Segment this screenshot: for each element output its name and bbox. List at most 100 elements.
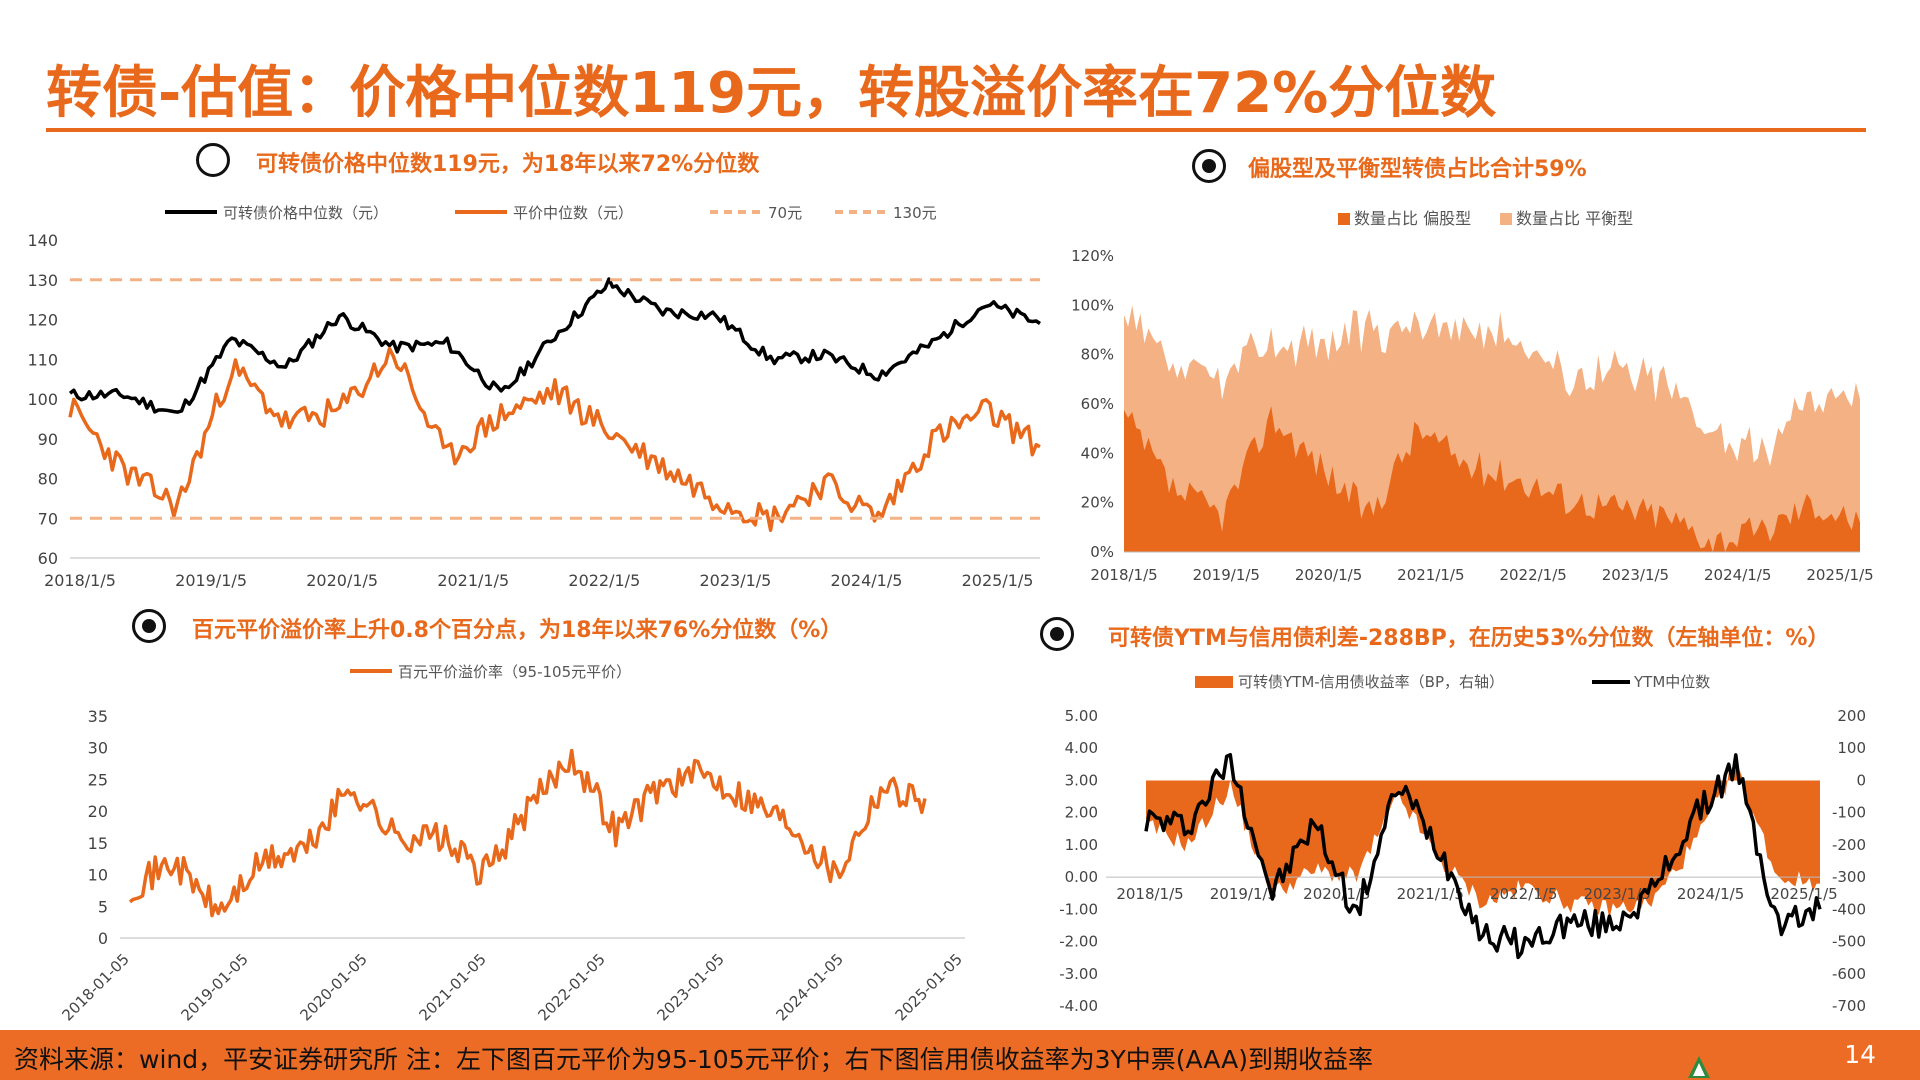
brand-logo-icon bbox=[1688, 1056, 1710, 1078]
y-tick-label: 0 bbox=[98, 929, 108, 948]
y-tick-label: 80 bbox=[38, 470, 58, 489]
x-tick-label: 2020/1/5 bbox=[306, 571, 378, 590]
y2-tick-label: 200 bbox=[1837, 707, 1866, 725]
x-tick-label: 2023/1/5 bbox=[1602, 566, 1669, 584]
x-tick-label: 2020/1/5 bbox=[1303, 885, 1370, 903]
y-tick-label: -4.00 bbox=[1059, 997, 1098, 1015]
x-tick-label: 2018/1/5 bbox=[1116, 885, 1183, 903]
legend-label: YTM中位数 bbox=[1633, 673, 1710, 691]
x-tick-label: 2019/1/5 bbox=[1210, 885, 1277, 903]
bl-chart: 百元平价溢价率（95-105元平价） 0 5 10 15 20 25 30 35 2018-01-… bbox=[40, 658, 1000, 1028]
legend-swatch bbox=[1195, 676, 1233, 688]
x-tick-label: 2022/1/5 bbox=[568, 571, 640, 590]
area-equity bbox=[1124, 406, 1860, 552]
x-tick-label: 2021/1/5 bbox=[1397, 885, 1464, 903]
y2-tick-label: 100 bbox=[1837, 739, 1866, 757]
series-line bbox=[1144, 752, 1822, 960]
tl-chart: 可转债价格中位数（元） 平价中位数（元） 70元 130元 60 70 80 90 100 110… bbox=[20, 190, 1050, 600]
legend-label: 可转债价格中位数（元） bbox=[223, 204, 388, 222]
x-tick-label: 2021-01-05 bbox=[415, 950, 489, 1024]
legend-label: 百元平价溢价率（95-105元平价） bbox=[398, 663, 631, 681]
legend-label: 数量占比 平衡型 bbox=[1516, 209, 1633, 228]
x-tick-label: 2023/1/5 bbox=[1583, 885, 1650, 903]
y-tick-label: 20% bbox=[1081, 494, 1114, 512]
series-line bbox=[128, 748, 927, 918]
x-tick-label: 2023/1/5 bbox=[699, 571, 771, 590]
x-tick-label: 2023-01-05 bbox=[654, 950, 728, 1024]
x-tick-label: 2018/1/5 bbox=[44, 571, 116, 590]
legend-label: 70元 bbox=[768, 204, 802, 222]
x-tick-label: 2025/1/5 bbox=[962, 571, 1034, 590]
y-tick-label: 30 bbox=[88, 739, 108, 758]
bullet-filled-icon bbox=[1192, 149, 1226, 183]
x-tick-label: 2025/1/5 bbox=[1770, 885, 1837, 903]
title-rule bbox=[46, 128, 1866, 132]
tl-subtitle: 可转债价格中位数119元，为18年以来72%分位数 bbox=[256, 152, 760, 177]
legend-label: 可转债YTM-信用债收益率（BP，右轴） bbox=[1238, 673, 1504, 691]
y-tick-label: -3.00 bbox=[1059, 965, 1098, 983]
y2-tick-label: -100 bbox=[1832, 804, 1866, 822]
x-tick-label: 2025-01-05 bbox=[892, 950, 966, 1024]
x-tick-label: 2021/1/5 bbox=[1397, 566, 1464, 584]
bullet-hollow-icon bbox=[196, 143, 230, 177]
x-tick-label: 2024/1/5 bbox=[1704, 566, 1771, 584]
y-tick-label: 120% bbox=[1071, 247, 1114, 265]
y-tick-label: 90 bbox=[38, 430, 58, 449]
y-tick-label: 2.00 bbox=[1065, 804, 1098, 822]
x-tick-label: 2022/1/5 bbox=[1499, 566, 1566, 584]
y-tick-label: 100% bbox=[1071, 296, 1114, 314]
y-tick-label: 0% bbox=[1090, 543, 1114, 561]
x-tick-label: 2024/1/5 bbox=[831, 571, 903, 590]
x-tick-label: 2018/1/5 bbox=[1090, 566, 1157, 584]
y2-tick-label: -500 bbox=[1832, 933, 1866, 951]
legend-label: 130元 bbox=[893, 204, 937, 222]
x-tick-label: 2024/1/5 bbox=[1677, 885, 1744, 903]
y-tick-label: 1.00 bbox=[1065, 836, 1098, 854]
br-chart: 可转债YTM-信用债收益率（BP，右轴） YTM中位数 -4.00 -3.00 -2.0… bbox=[1040, 660, 1900, 1030]
y-tick-label: 40% bbox=[1081, 444, 1114, 462]
x-tick-label: 2025/1/5 bbox=[1806, 566, 1873, 584]
y2-tick-label: -300 bbox=[1832, 868, 1866, 886]
br-subtitle: 可转债YTM与信用债利差-288BP，在历史53%分位数（左轴单位：%） bbox=[1108, 626, 1830, 651]
tr-chart: 数量占比 偏股型 数量占比 平衡型 0% 20% 40% 60% 80% 100% 120% 20… bbox=[1060, 200, 1880, 600]
y-tick-label: 110 bbox=[27, 350, 58, 369]
y-tick-label: -1.00 bbox=[1059, 900, 1098, 918]
x-tick-label: 2018-01-05 bbox=[58, 950, 132, 1024]
y-tick-label: 80% bbox=[1081, 346, 1114, 364]
tr-chart-svg: 数量占比 偏股型 数量占比 平衡型 0% 20% 40% 60% 80% 100% 120% 20… bbox=[1071, 209, 1874, 584]
x-tick-label: 2019/1/5 bbox=[175, 571, 247, 590]
bl-subtitle: 百元平价溢价率上升0.8个百分点，为18年以来76%分位数（%） bbox=[192, 618, 843, 643]
x-tick-label: 2019-01-05 bbox=[177, 950, 251, 1024]
legend-swatch bbox=[1338, 213, 1350, 225]
y-tick-label: 130 bbox=[27, 271, 58, 290]
y2-tick-label: -600 bbox=[1832, 965, 1866, 983]
y-tick-label: 60 bbox=[38, 549, 58, 568]
footer-source: 资料来源：wind，平安证券研究所 注：左下图百元平价为95-105元平价；右下… bbox=[14, 1045, 1373, 1074]
bl-chart-svg: 百元平价溢价率（95-105元平价） 0 5 10 15 20 25 30 35 2018-01-… bbox=[58, 663, 966, 1024]
y-tick-label: 100 bbox=[27, 390, 58, 409]
y-tick-label: -2.00 bbox=[1059, 933, 1098, 951]
x-tick-label: 2024-01-05 bbox=[773, 950, 847, 1024]
y2-tick-label: 0 bbox=[1856, 771, 1866, 789]
y-tick-label: 140 bbox=[27, 231, 58, 250]
br-chart-svg: 可转债YTM-信用债收益率（BP，右轴） YTM中位数 -4.00 -3.00 -2.0… bbox=[1059, 673, 1866, 1015]
y-tick-label: 3.00 bbox=[1065, 771, 1098, 789]
y-tick-label: 20 bbox=[88, 802, 108, 821]
y2-tick-label: -400 bbox=[1832, 900, 1866, 918]
tl-chart-svg: 可转债价格中位数（元） 平价中位数（元） 70元 130元 60 70 80 90 100 110… bbox=[27, 204, 1041, 590]
bullet-filled-icon bbox=[1040, 617, 1074, 651]
y-tick-label: 15 bbox=[88, 834, 108, 853]
legend-label: 数量占比 偏股型 bbox=[1354, 209, 1471, 228]
y2-tick-label: -200 bbox=[1832, 836, 1866, 854]
y-tick-label: 70 bbox=[38, 509, 58, 528]
footer-bar bbox=[0, 1030, 1920, 1080]
y-tick-label: 10 bbox=[88, 866, 108, 885]
y2-tick-label: -700 bbox=[1832, 997, 1866, 1015]
x-tick-label: 2022/1/5 bbox=[1490, 885, 1557, 903]
x-tick-label: 2021/1/5 bbox=[437, 571, 509, 590]
bullet-filled-icon bbox=[132, 609, 166, 643]
y-tick-label: 5 bbox=[98, 897, 108, 916]
y-tick-label: 4.00 bbox=[1065, 739, 1098, 757]
x-tick-label: 2020/1/5 bbox=[1295, 566, 1362, 584]
y-tick-label: 60% bbox=[1081, 395, 1114, 413]
